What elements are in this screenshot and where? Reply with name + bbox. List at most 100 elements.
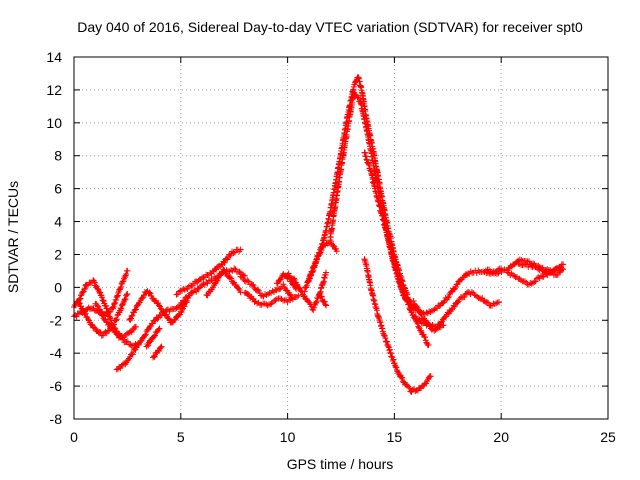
data-point [440,299,447,306]
data-point [237,289,244,296]
data-point [174,291,181,298]
data-point [323,302,330,309]
data-point [425,341,432,348]
data-point [426,322,433,329]
data-point [113,316,120,323]
x-tick-label: 10 [280,429,296,445]
data-point [280,281,287,288]
data-point [324,240,331,247]
data-point [540,268,547,275]
data-point [424,340,431,347]
series-track-20 [316,291,329,308]
data-point [268,300,275,307]
data-point [301,288,308,295]
data-point [425,321,432,328]
data-point [288,295,295,302]
data-point [537,272,544,279]
data-point [410,298,417,305]
data-point [231,265,238,272]
data-point [117,285,124,292]
data-point [313,256,320,263]
data-point [535,266,542,273]
data-point [213,277,220,284]
data-point [312,260,319,267]
y-tick-label: 2 [54,246,62,262]
data-point [97,289,104,296]
data-point [264,302,271,309]
data-point [517,277,524,284]
data-point [440,322,447,329]
data-point [237,246,244,253]
data-point [399,374,406,381]
data-point [115,330,122,337]
data-point [85,316,92,323]
data-point [157,344,164,351]
data-point [113,297,120,304]
y-tick-label: 12 [46,82,62,98]
y-tick-label: 6 [54,181,62,197]
data-point [173,291,180,298]
data-point [392,364,399,371]
data-point [221,259,228,266]
data-point [122,296,129,303]
data-point [291,275,298,282]
data-point [124,267,131,274]
data-point [166,316,173,323]
data-point [181,303,188,310]
data-point [129,351,136,358]
data-point [110,322,117,329]
data-point [245,291,252,298]
data-point [399,378,406,385]
series-track-9 [173,246,243,298]
data-point [479,295,486,302]
data-point [235,285,242,292]
data-point [83,282,90,289]
data-point [172,316,179,323]
y-tick-label: 0 [54,279,62,295]
data-point [265,301,272,308]
data-point [405,383,412,390]
data-point [435,324,442,331]
data-point [113,331,120,338]
data-point [133,303,140,310]
data-point [223,270,230,277]
data-point [88,321,95,328]
x-tick-label: 5 [177,429,185,445]
data-point [213,266,220,273]
data-point [193,288,200,295]
grid-lines [74,57,608,419]
data-point [312,259,319,266]
data-point [114,292,121,299]
data-point [532,278,539,285]
data-point [455,298,462,305]
data-point [123,271,130,278]
series-track-3 [75,291,130,339]
data-point [451,303,458,310]
series-track-12 [237,273,294,300]
data-point [323,269,330,276]
y-axis-label: SDTVAR / TECUs [5,181,21,293]
data-point [532,263,539,270]
y-tick-label: 10 [46,115,62,131]
data-point [303,282,310,289]
data-point [328,238,335,245]
series-track-26 [504,261,565,288]
data-point [245,278,252,285]
data-point [496,299,503,306]
data-point [454,299,461,306]
data-point [308,271,315,278]
data-point [422,334,429,341]
data-point [483,299,490,306]
series-track-5 [113,301,187,373]
data-point [227,274,234,281]
x-axis-label: GPS time / hours [287,456,394,472]
data-point [516,261,523,268]
y-tick-label: -4 [50,345,63,361]
data-point [124,338,131,345]
data-point [79,288,86,295]
data-point [109,324,116,331]
data-point [91,279,98,286]
data-point [128,313,135,320]
data-point [100,297,107,304]
